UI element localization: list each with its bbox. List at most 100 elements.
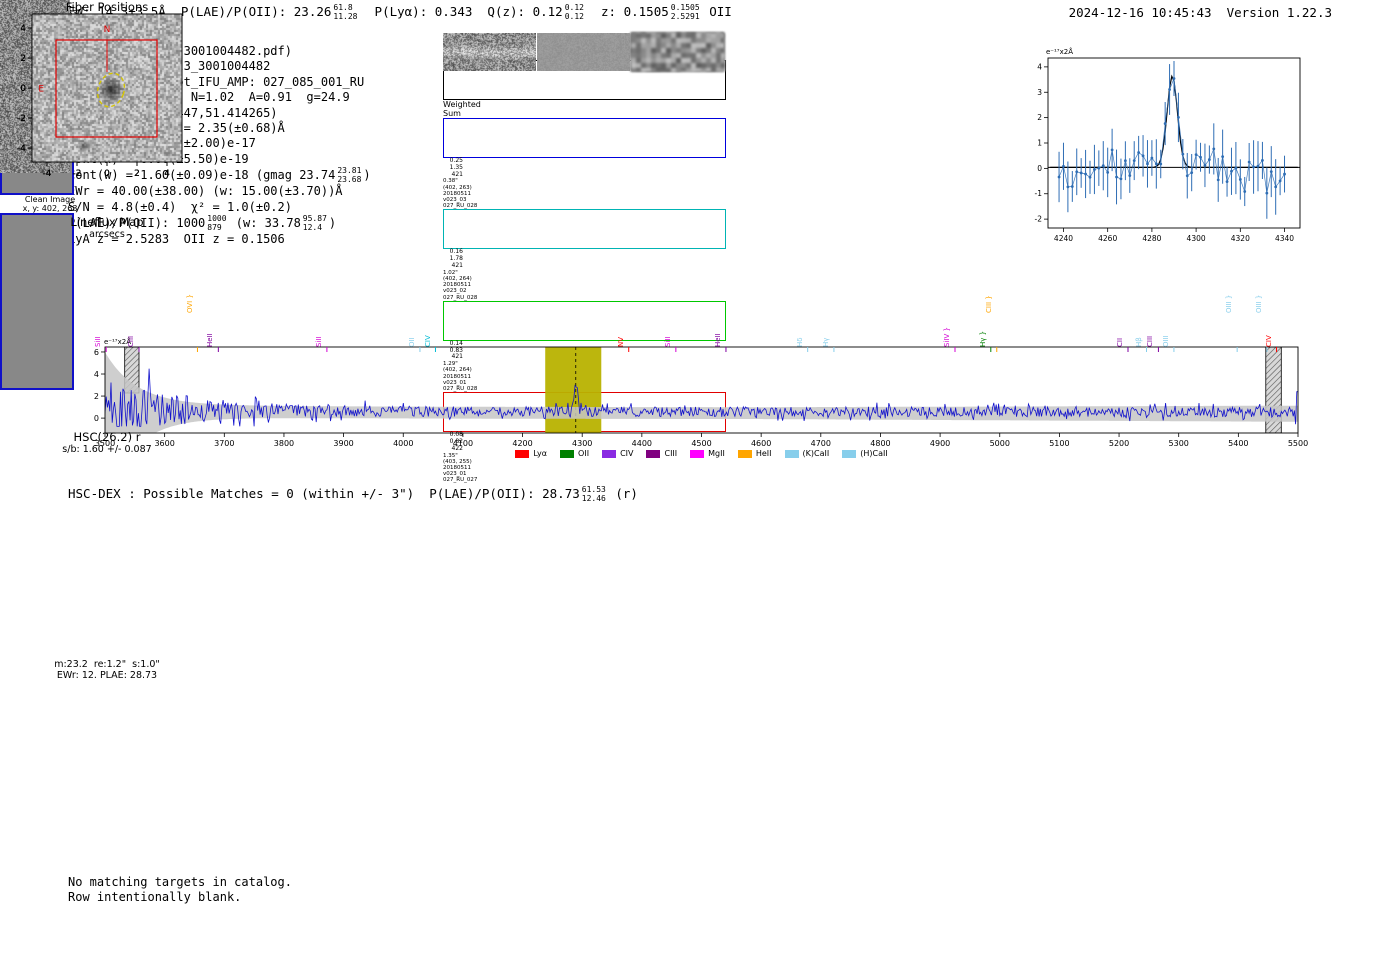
spectral-line-label: OII bbox=[408, 337, 416, 347]
spec2d-row bbox=[443, 33, 726, 158]
x-tick-label: 4320 bbox=[1231, 234, 1250, 243]
spec2d-row-left-values: 0.25 1.35 421 bbox=[443, 157, 463, 178]
spec2d-row bbox=[443, 33, 726, 250]
annotation-line: (402, 264) bbox=[443, 367, 472, 374]
data-point bbox=[1252, 165, 1255, 169]
x-tick-label: 0 bbox=[104, 169, 110, 179]
x-tick-label: -4 bbox=[43, 169, 52, 179]
left-value: 1.78 bbox=[449, 255, 463, 263]
data-point bbox=[1066, 185, 1070, 189]
spectral-line-label: SiII bbox=[663, 336, 672, 347]
full-spectrum-plot: 3500 3600 3700 3800 3900 4000 4100 4200 4300 4400… bbox=[94, 337, 1308, 448]
footer-note-line: Row intentionally blank. bbox=[68, 890, 242, 905]
image-frame bbox=[31, 13, 183, 163]
data-point bbox=[1234, 166, 1238, 170]
data-point bbox=[1137, 151, 1141, 154]
data-point bbox=[1190, 171, 1194, 175]
spectral-line-label: Hγ bbox=[821, 337, 830, 347]
spec2d-row-annotation: 0.38" (402, 263) 20180511 v023_03 027_RU_028 bbox=[443, 178, 493, 209]
highlight-band bbox=[545, 347, 602, 433]
stacked-fraction: 1000 879 bbox=[207, 214, 227, 232]
left-value: 0.83 bbox=[449, 346, 463, 354]
x-tick-label: 4700 bbox=[811, 439, 831, 448]
data-point bbox=[1062, 164, 1065, 168]
legend-label: HeII bbox=[755, 449, 772, 458]
spec2d-row-annotation: 1.35" (403, 255) 20180511 v023_01 027_RU_027 bbox=[443, 453, 493, 484]
legend-label: Lyα bbox=[533, 449, 548, 458]
data-point bbox=[1075, 170, 1079, 174]
legend-label: CIV bbox=[620, 449, 634, 458]
stacked-fraction: 95.87 12.4 bbox=[302, 214, 327, 232]
data-point bbox=[1132, 159, 1136, 163]
x-tick-label: 3700 bbox=[214, 439, 234, 448]
row-2dspec-image bbox=[443, 33, 536, 71]
y-tick-label: 0 bbox=[20, 84, 26, 94]
y-tick-label: -4 bbox=[17, 144, 26, 154]
legend-item: CIII bbox=[646, 449, 677, 458]
x-tick-label: 4200 bbox=[512, 439, 532, 448]
x-tick-label: 3900 bbox=[333, 439, 353, 448]
y-tick-label: -1 bbox=[1035, 189, 1043, 198]
data-point bbox=[1181, 152, 1185, 156]
y-tick-label: 2 bbox=[20, 54, 26, 64]
spectral-line-label: Hδ bbox=[795, 337, 804, 347]
info-line: EWr = 40.00(±38.00) (w: 15.00(±3.70))Å bbox=[68, 184, 343, 199]
legend-swatch bbox=[842, 449, 857, 458]
left-value: 421 bbox=[451, 353, 463, 361]
annotation-line: 1.35" bbox=[443, 452, 458, 459]
data-point bbox=[1119, 177, 1123, 181]
y-tick-label: 2 bbox=[20, 54, 26, 64]
legend-item: (K)CaII bbox=[784, 449, 829, 458]
legend-swatch bbox=[646, 449, 661, 458]
cutout-caption: s/b: 1.60 +/- 0.087 bbox=[62, 444, 152, 455]
annotation-line: 027_RU_027 bbox=[443, 477, 478, 484]
left-value: 421 bbox=[451, 262, 463, 269]
annotation-line: v023_01 bbox=[443, 379, 467, 386]
x-tick-label: 3600 bbox=[154, 439, 174, 448]
hsc-dex-match-line: HSC-DEX : Possible Matches = 0 (within +… bbox=[68, 485, 638, 503]
data-point bbox=[1278, 179, 1282, 183]
spectrum-legend: Lyα OII CIV CIII MgII HeII (K)CaII (H)CaII bbox=[105, 449, 1298, 458]
footer-notes: No matching targets in catalog. Row inten… bbox=[68, 875, 292, 906]
annotation-line: 0.38" bbox=[443, 178, 458, 185]
cutout-title: Fiber Positions bbox=[65, 0, 149, 14]
annotation-line: v023_03 bbox=[443, 197, 467, 203]
data-point bbox=[1097, 166, 1101, 170]
info-line: S/N = 4.8(±0.4) χ² = 1.0(±0.2) bbox=[68, 199, 292, 214]
data-point bbox=[1225, 180, 1229, 184]
x-tick-label: 4 bbox=[164, 169, 170, 179]
y-tick-label: -2 bbox=[17, 114, 26, 124]
emission-line-fit-plot: 4240 4260 4280 4300 4320 4340 4 3 2 1 0 -1 -2 e⁻¹⁷x2Å bbox=[1035, 47, 1301, 243]
row-smoothed-image bbox=[631, 33, 724, 71]
data-point bbox=[1154, 162, 1158, 166]
y-tick-label: 0 bbox=[94, 414, 99, 423]
data-point bbox=[1093, 168, 1096, 171]
spectral-line-label: SiIV } bbox=[943, 327, 951, 347]
x-tick-label: 5500 bbox=[1288, 439, 1308, 448]
y-tick-label: 4 bbox=[1037, 62, 1042, 71]
x-tick-label: 3500 bbox=[95, 439, 115, 448]
stacked-fraction: 0.12 0.12 bbox=[564, 3, 584, 21]
cutout-title: HSC(26.2) r bbox=[73, 430, 141, 444]
cutout-title: Lineflux Map bbox=[70, 215, 144, 229]
y-tick-label: -4 bbox=[17, 144, 26, 154]
y-tick-label: 6 bbox=[94, 348, 99, 357]
spectral-line-label: HeII bbox=[714, 333, 722, 347]
cutout-caption: EWr: 12. PLAE: 28.73 bbox=[56, 670, 158, 681]
x-tick-label: 4500 bbox=[691, 439, 711, 448]
legend-item: OII bbox=[560, 449, 589, 458]
spectral-line-label: CII bbox=[1116, 337, 1124, 347]
x-tick-label: 4240 bbox=[1054, 234, 1073, 243]
legend-item: Lyα bbox=[515, 449, 547, 458]
x-tick-label: 4400 bbox=[632, 439, 652, 448]
annotation-line: 20180511 bbox=[443, 282, 471, 289]
data-point bbox=[1163, 122, 1167, 125]
annotation-line: v023_02 bbox=[443, 288, 467, 295]
spec2d-row-left-values: 0.14 0.83 421 bbox=[443, 340, 463, 361]
x-tick-label: -2 bbox=[73, 169, 82, 179]
data-point bbox=[1194, 153, 1198, 156]
spectral-line-label: CIV bbox=[423, 335, 432, 347]
info-line: Cont(w) = 1.60(±0.09)e-18 (gmag 23.74 23.… bbox=[68, 166, 371, 184]
